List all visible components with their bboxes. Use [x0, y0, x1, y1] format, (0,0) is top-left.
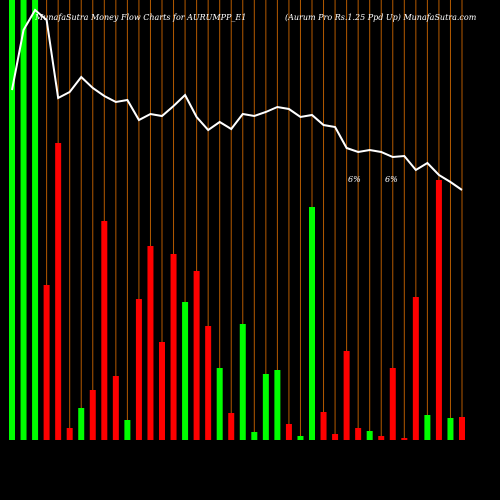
bar — [159, 342, 165, 440]
bar — [355, 428, 362, 440]
bar — [435, 180, 442, 440]
bar — [170, 254, 177, 440]
bar — [182, 302, 189, 440]
bar — [239, 324, 246, 440]
bar — [20, 0, 27, 440]
bar — [101, 221, 108, 440]
chart-subtitle: (Aurum Pro Rs.1.25 Ppd Up) MunafaSutra.c… — [285, 13, 477, 22]
bar — [193, 271, 200, 440]
bar — [205, 326, 212, 440]
bar — [401, 438, 408, 440]
bar — [378, 436, 385, 440]
lines — [11, 8, 463, 191]
bar — [366, 431, 373, 440]
bar — [459, 417, 465, 440]
bar — [309, 207, 315, 440]
bar — [424, 415, 431, 440]
bar — [297, 436, 304, 440]
bar — [274, 370, 281, 440]
line — [11, 8, 463, 191]
bar — [112, 376, 119, 440]
annotation: 6% — [385, 175, 398, 184]
bar — [124, 420, 131, 440]
bar — [43, 285, 50, 440]
bar — [135, 299, 142, 440]
bar — [320, 412, 327, 440]
bar — [32, 0, 39, 440]
bar — [389, 368, 396, 440]
bar — [332, 434, 339, 440]
bar — [228, 413, 235, 440]
bar — [9, 0, 15, 440]
bar — [447, 418, 454, 440]
bar — [216, 368, 223, 440]
bar — [89, 390, 96, 440]
bar — [251, 432, 258, 440]
annotation: 6% — [348, 175, 361, 184]
bar — [285, 424, 292, 440]
chart-title: MunafaSutra Money Flow Charts for AURUMP… — [34, 13, 246, 22]
bar — [66, 428, 73, 440]
bar — [262, 374, 269, 440]
bar — [343, 351, 350, 440]
bar — [147, 246, 154, 440]
bar — [55, 143, 62, 440]
bar — [412, 297, 419, 440]
bar — [78, 408, 85, 440]
bars — [9, 0, 465, 440]
